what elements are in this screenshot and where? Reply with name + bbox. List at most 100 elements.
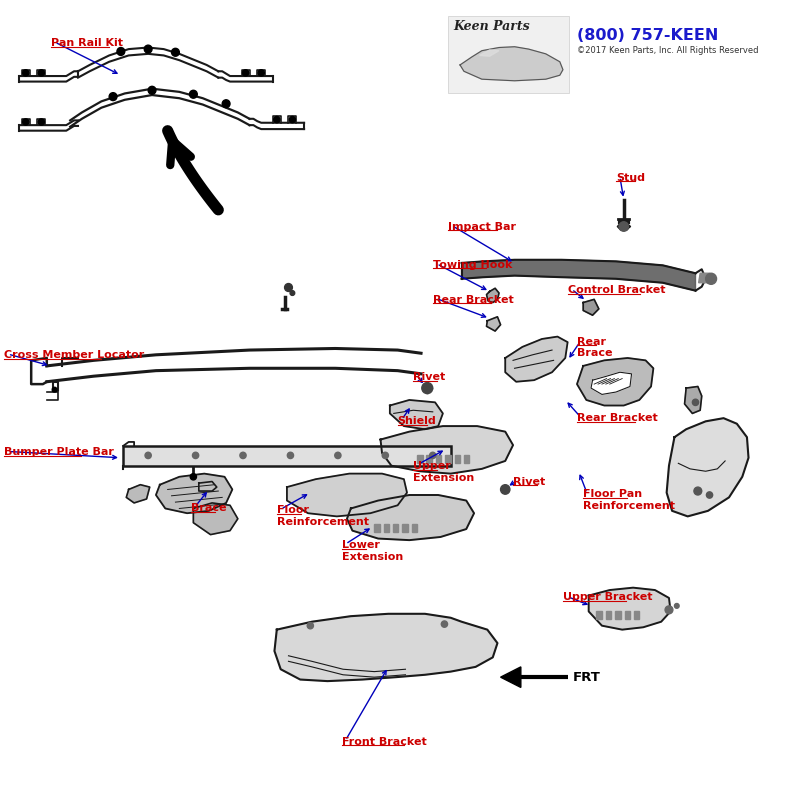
Circle shape (674, 604, 679, 608)
Circle shape (190, 474, 197, 480)
Circle shape (287, 452, 294, 459)
Circle shape (290, 291, 294, 295)
Circle shape (334, 452, 341, 459)
Polygon shape (589, 588, 670, 630)
Polygon shape (436, 455, 442, 463)
Polygon shape (446, 455, 450, 463)
Polygon shape (274, 614, 498, 681)
Polygon shape (666, 418, 749, 516)
Circle shape (145, 452, 151, 459)
Circle shape (307, 623, 314, 629)
Circle shape (190, 90, 198, 98)
Polygon shape (426, 455, 432, 463)
Circle shape (52, 387, 57, 392)
Text: Rear
Brace: Rear Brace (577, 337, 613, 358)
Text: Keen Parts: Keen Parts (454, 20, 530, 32)
Text: Pan Rail Kit: Pan Rail Kit (50, 38, 122, 48)
Text: Upper Bracket: Upper Bracket (563, 592, 653, 603)
Polygon shape (454, 455, 460, 463)
Polygon shape (591, 372, 631, 394)
Text: Rear Bracket: Rear Bracket (433, 295, 514, 305)
FancyBboxPatch shape (123, 446, 450, 466)
Circle shape (22, 119, 29, 125)
Polygon shape (577, 358, 654, 406)
Circle shape (38, 119, 45, 125)
Text: ©2017 Keen Parts, Inc. All Rights Reserved: ©2017 Keen Parts, Inc. All Rights Reserv… (577, 46, 758, 55)
Polygon shape (506, 337, 568, 382)
Text: Floor Pan
Reinforcement: Floor Pan Reinforcement (583, 489, 675, 511)
Polygon shape (390, 400, 443, 429)
Polygon shape (460, 47, 563, 81)
Text: Impact Bar: Impact Bar (448, 222, 516, 232)
Text: Shield: Shield (398, 416, 436, 426)
Circle shape (144, 45, 152, 53)
Circle shape (148, 86, 156, 94)
Circle shape (430, 452, 436, 459)
Circle shape (285, 284, 292, 291)
Polygon shape (412, 524, 417, 532)
Circle shape (422, 383, 433, 394)
Polygon shape (597, 611, 602, 619)
Polygon shape (417, 455, 422, 463)
Text: Towing Hook: Towing Hook (433, 260, 512, 270)
Polygon shape (615, 611, 621, 619)
Text: Control Bracket: Control Bracket (568, 285, 665, 295)
Circle shape (222, 100, 230, 108)
Polygon shape (464, 455, 470, 463)
Circle shape (501, 485, 510, 494)
Circle shape (242, 70, 249, 76)
Text: Rear Bracket: Rear Bracket (577, 413, 658, 424)
Polygon shape (384, 524, 389, 532)
Polygon shape (347, 495, 474, 540)
Circle shape (38, 70, 45, 76)
Polygon shape (606, 611, 611, 619)
Circle shape (290, 116, 295, 123)
Polygon shape (381, 426, 513, 474)
Text: FRT: FRT (573, 671, 601, 683)
Circle shape (240, 452, 246, 459)
Text: Rivet: Rivet (414, 372, 446, 383)
Polygon shape (393, 524, 398, 532)
Text: Brace: Brace (191, 503, 226, 513)
Text: Rivet: Rivet (513, 477, 546, 487)
Circle shape (692, 399, 698, 406)
Circle shape (442, 621, 447, 627)
Polygon shape (698, 273, 710, 283)
Circle shape (706, 492, 713, 498)
Polygon shape (194, 503, 238, 535)
Circle shape (193, 452, 198, 459)
Polygon shape (634, 611, 639, 619)
Polygon shape (685, 386, 702, 413)
Circle shape (619, 222, 629, 231)
Circle shape (109, 93, 117, 101)
Text: Lower
Extension: Lower Extension (342, 540, 402, 562)
Text: Stud: Stud (616, 173, 645, 183)
Polygon shape (462, 260, 695, 291)
Text: Cross Member Locator: Cross Member Locator (4, 350, 144, 360)
Polygon shape (625, 611, 630, 619)
FancyBboxPatch shape (448, 16, 569, 93)
Circle shape (382, 452, 389, 459)
Polygon shape (126, 485, 150, 503)
Polygon shape (374, 524, 380, 532)
Text: Bumper Plate Bar: Bumper Plate Bar (4, 447, 114, 458)
Polygon shape (479, 50, 499, 56)
Circle shape (117, 48, 125, 55)
Polygon shape (156, 474, 232, 513)
Polygon shape (486, 288, 499, 303)
Polygon shape (486, 317, 501, 331)
Text: Front Bracket: Front Bracket (342, 737, 426, 747)
Circle shape (22, 70, 29, 76)
Polygon shape (583, 299, 599, 315)
Circle shape (171, 48, 179, 56)
Circle shape (258, 70, 264, 76)
Circle shape (706, 273, 717, 284)
Polygon shape (287, 474, 407, 516)
Circle shape (694, 487, 702, 495)
Circle shape (665, 606, 673, 614)
Circle shape (274, 116, 280, 123)
Polygon shape (501, 667, 521, 687)
Polygon shape (402, 524, 408, 532)
Text: Floor
Reinforcement: Floor Reinforcement (277, 505, 369, 527)
Text: Upper
Extension: Upper Extension (414, 461, 474, 482)
